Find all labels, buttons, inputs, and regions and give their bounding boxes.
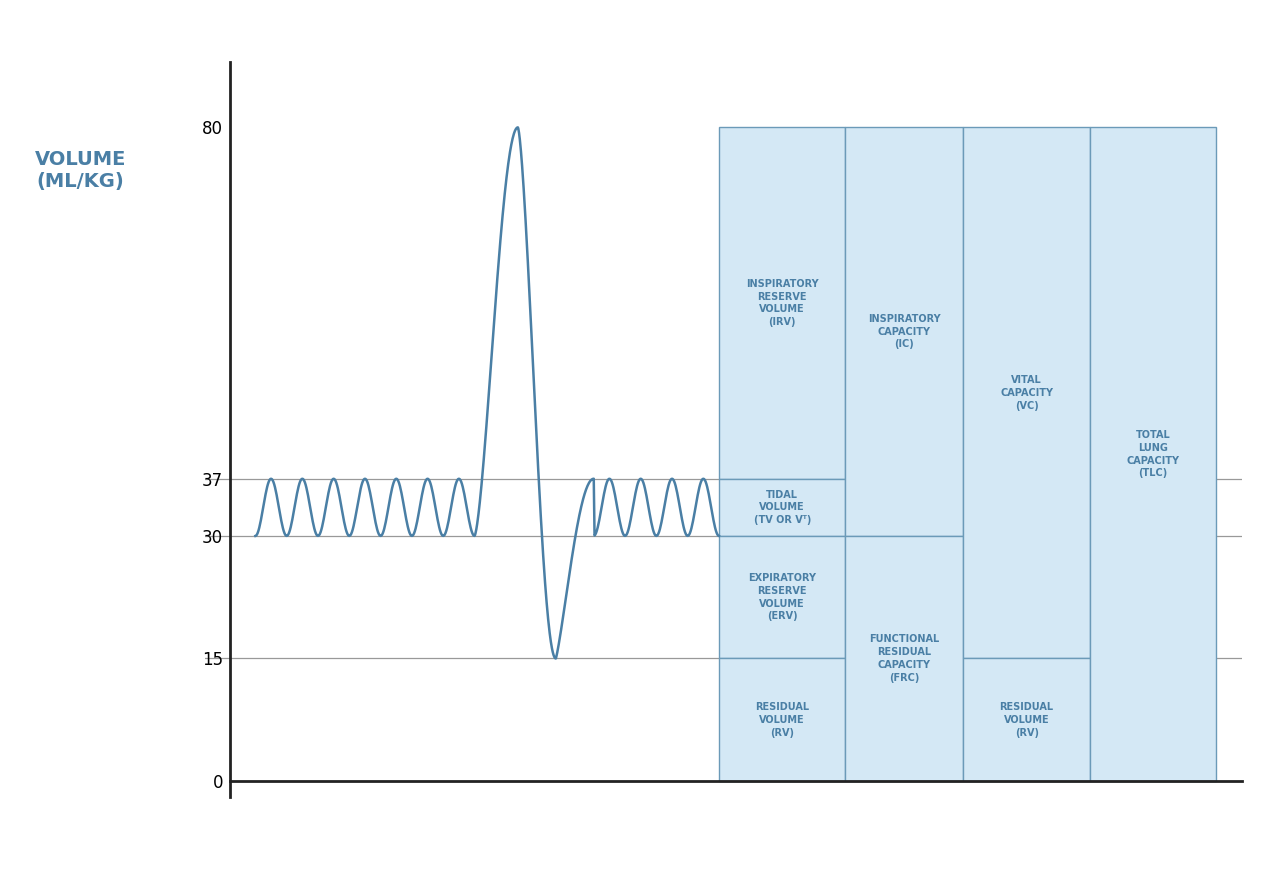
Bar bbox=[964, 128, 1089, 658]
Text: RESIDUAL
VOLUME
(RV): RESIDUAL VOLUME (RV) bbox=[755, 702, 809, 737]
Bar bbox=[719, 658, 845, 781]
Bar bbox=[719, 536, 845, 658]
Bar bbox=[845, 536, 964, 781]
Bar bbox=[719, 128, 845, 478]
Text: FUNCTIONAL
RESIDUAL
CAPACITY
(FRC): FUNCTIONAL RESIDUAL CAPACITY (FRC) bbox=[869, 634, 940, 683]
Bar bbox=[719, 478, 845, 536]
Text: TOTAL
LUNG
CAPACITY
(TLC): TOTAL LUNG CAPACITY (TLC) bbox=[1126, 430, 1180, 478]
Text: INSPIRATORY
CAPACITY
(IC): INSPIRATORY CAPACITY (IC) bbox=[868, 314, 941, 349]
Bar bbox=[845, 128, 964, 536]
Bar bbox=[964, 658, 1089, 781]
Text: EXPIRATORY
RESERVE
VOLUME
(ERV): EXPIRATORY RESERVE VOLUME (ERV) bbox=[749, 573, 817, 621]
Text: INSPIRATORY
RESERVE
VOLUME
(IRV): INSPIRATORY RESERVE VOLUME (IRV) bbox=[746, 279, 818, 327]
Text: TIDAL
VOLUME
(TV OR Vᵀ): TIDAL VOLUME (TV OR Vᵀ) bbox=[754, 490, 812, 525]
Text: VITAL
CAPACITY
(VC): VITAL CAPACITY (VC) bbox=[1000, 375, 1053, 411]
Text: VOLUME
(ML/KG): VOLUME (ML/KG) bbox=[35, 151, 125, 191]
Text: RESIDUAL
VOLUME
(RV): RESIDUAL VOLUME (RV) bbox=[1000, 702, 1053, 737]
Bar bbox=[1089, 128, 1216, 781]
